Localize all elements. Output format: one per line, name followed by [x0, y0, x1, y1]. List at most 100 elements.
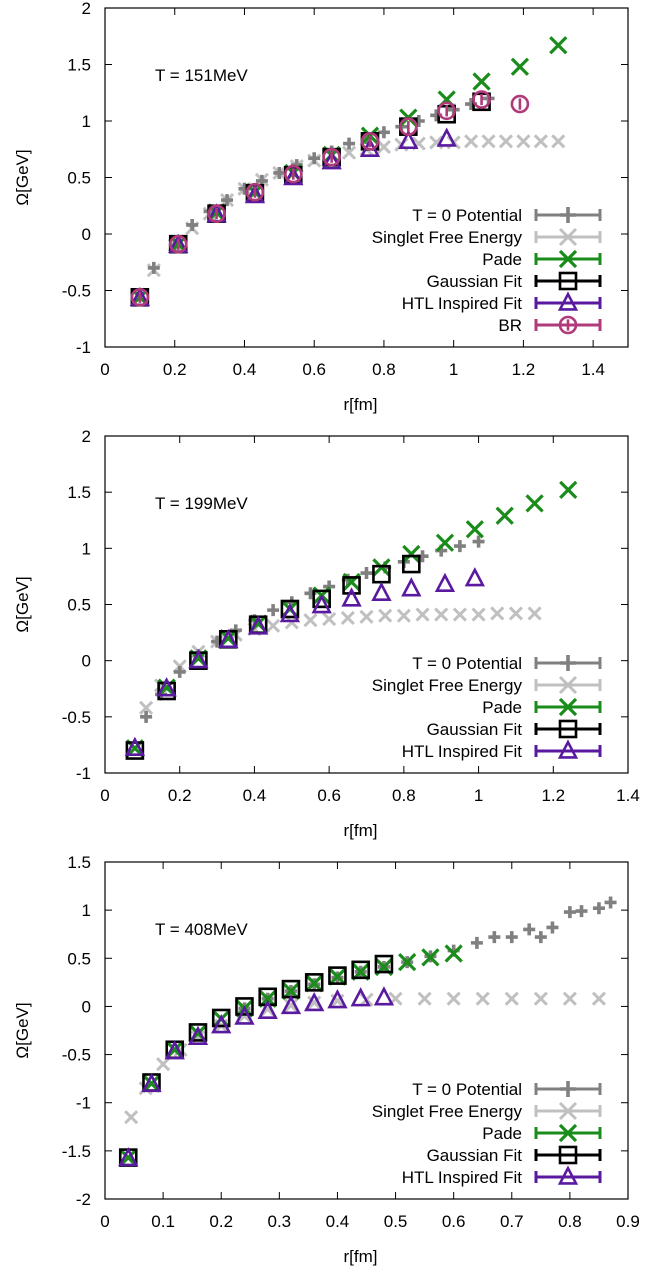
- x-tick-label: 0.6: [302, 360, 326, 379]
- data-point: [376, 139, 391, 155]
- data-point: [563, 906, 576, 919]
- y-tick-label: 2: [82, 0, 91, 18]
- chart-panel-3: 0 0.1 0.2 0.3 0.4 0.5 0.6 0.7 0.8 0.9 -2 -1.5 -1 -0.5…: [13, 853, 640, 1266]
- x-tick-label: 0.8: [558, 1212, 582, 1231]
- data-point: [560, 1081, 576, 1097]
- temperature-annotation: T = 408MeV: [155, 920, 248, 939]
- legend-label: Gaussian Fit: [427, 272, 523, 291]
- x-tick-label: 0: [100, 786, 109, 805]
- data-point: [504, 991, 519, 1006]
- data-point: [505, 931, 518, 944]
- y-tick-label: -0.5: [62, 1046, 91, 1065]
- legend: T = 0 Potential Singlet Free Energy Pade Ga…: [372, 206, 602, 335]
- data-point: [188, 1023, 208, 1042]
- data-point: [377, 126, 390, 139]
- x-tick-label: 0.4: [243, 786, 267, 805]
- data-point: [322, 612, 337, 627]
- y-tick-label: 1: [82, 112, 91, 131]
- data-point: [510, 94, 530, 114]
- data-point: [437, 101, 456, 121]
- y-tick-label: -1.5: [62, 1142, 91, 1161]
- data-point: [147, 261, 160, 274]
- legend-label: Pade: [482, 250, 522, 269]
- data-point: [343, 137, 356, 150]
- x-axis-label: r[fm]: [344, 395, 378, 414]
- data-point: [118, 1146, 139, 1167]
- x-tick-label: 0: [100, 1212, 109, 1231]
- data-point: [604, 896, 617, 909]
- data-point: [156, 1057, 171, 1072]
- data-point: [558, 1145, 578, 1165]
- legend-label: HTL Inspired Fit: [402, 1168, 523, 1187]
- data-point: [187, 1025, 209, 1045]
- data-point: [575, 905, 588, 918]
- x-tick-label: 1.4: [616, 786, 640, 805]
- x-tick-label: 0.8: [372, 360, 396, 379]
- data-point: [235, 997, 254, 1016]
- data-point: [398, 953, 417, 972]
- data-point: [330, 993, 345, 1008]
- x-tick-label: 0: [100, 360, 109, 379]
- data-point: [558, 675, 578, 695]
- data-point: [533, 134, 548, 149]
- data-point: [273, 166, 286, 179]
- plot-frame: [104, 7, 629, 348]
- data-point: [283, 165, 304, 186]
- data-point: [562, 991, 577, 1006]
- series-triangle: [118, 986, 395, 1167]
- data-point: [341, 587, 362, 607]
- data-point: [498, 134, 514, 149]
- legend-label: HTL Inspired Fit: [402, 294, 523, 313]
- data-point: [307, 995, 322, 1010]
- data-point: [328, 966, 347, 985]
- data-point: [453, 540, 466, 553]
- y-tick-label: 1: [82, 539, 91, 558]
- data-point: [280, 599, 300, 619]
- data-point: [328, 967, 347, 986]
- x-axis-label: r[fm]: [344, 821, 378, 840]
- y-tick-label: 0: [82, 997, 91, 1016]
- data-point: [304, 991, 325, 1012]
- data-point: [398, 129, 419, 150]
- data-point: [527, 606, 542, 621]
- data-point: [130, 287, 150, 307]
- x-tick-label: 0.4: [233, 360, 257, 379]
- data-point: [557, 291, 579, 311]
- data-point: [402, 554, 421, 574]
- y-tick-label: -1: [76, 764, 91, 783]
- data-point: [399, 117, 418, 136]
- data-point: [472, 72, 491, 91]
- y-tick-label: 0: [82, 652, 91, 671]
- data-point: [415, 607, 430, 622]
- temperature-annotation: T = 199MeV: [155, 494, 248, 513]
- y-axis-label: Ω[GeV]: [13, 576, 32, 632]
- data-point: [139, 700, 154, 715]
- data-point: [446, 991, 461, 1006]
- data-point: [546, 921, 559, 934]
- data-point: [266, 618, 281, 633]
- data-point: [525, 494, 544, 513]
- x-tick-label: 0.6: [317, 786, 341, 805]
- data-point: [378, 608, 393, 623]
- x-tick-label: 0.4: [326, 1212, 350, 1231]
- legend-label: T = 0 Potential: [412, 206, 522, 225]
- x-tick-label: 0.2: [209, 1212, 233, 1231]
- data-point: [470, 936, 483, 949]
- y-tick-label: 0.5: [67, 169, 91, 188]
- data-point: [342, 145, 357, 160]
- data-point: [350, 987, 371, 1007]
- chart-panel-1: 0 0.2 0.4 0.6 0.8 1 1.2 1.4 -1 -0.5 0 0.5 1 1.5 2 r[fm]…: [13, 0, 629, 414]
- data-point: [283, 164, 303, 184]
- data-point: [340, 610, 355, 626]
- data-point: [396, 608, 411, 623]
- data-point: [401, 577, 422, 597]
- data-point: [164, 1040, 185, 1060]
- data-point: [168, 234, 188, 254]
- data-point: [558, 249, 578, 269]
- data-point: [558, 315, 578, 335]
- data-point: [360, 132, 380, 151]
- data-point: [434, 607, 449, 622]
- data-point: [591, 991, 607, 1006]
- data-point: [558, 271, 578, 291]
- data-point: [417, 991, 432, 1006]
